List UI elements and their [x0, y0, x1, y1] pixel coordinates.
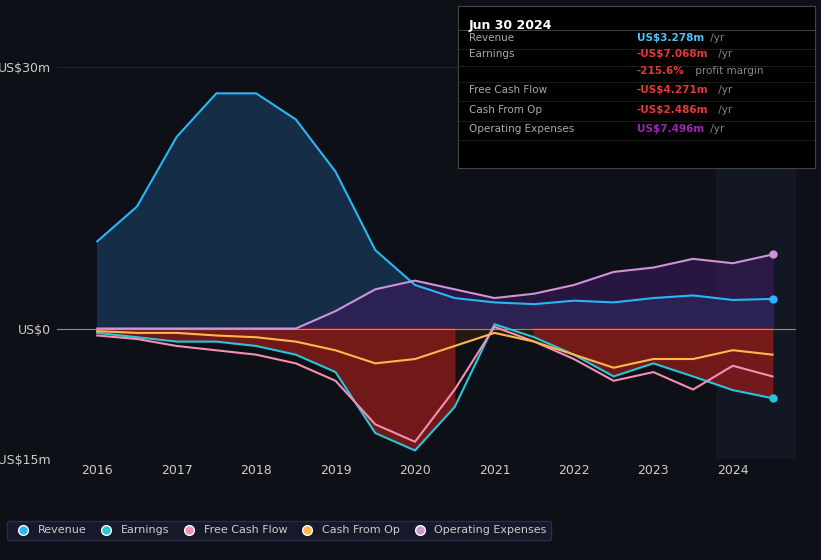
- Text: -US$2.486m: -US$2.486m: [637, 105, 709, 115]
- Text: Free Cash Flow: Free Cash Flow: [469, 85, 547, 95]
- Text: profit margin: profit margin: [691, 66, 764, 76]
- Text: /yr: /yr: [715, 49, 732, 59]
- Text: Earnings: Earnings: [469, 49, 514, 59]
- Text: /yr: /yr: [708, 124, 725, 134]
- Text: /yr: /yr: [708, 33, 725, 43]
- Text: -US$7.068m: -US$7.068m: [637, 49, 709, 59]
- Text: /yr: /yr: [715, 85, 732, 95]
- Text: -US$4.271m: -US$4.271m: [637, 85, 709, 95]
- Text: Revenue: Revenue: [469, 33, 514, 43]
- Text: US$3.278m: US$3.278m: [637, 33, 704, 43]
- Text: Operating Expenses: Operating Expenses: [469, 124, 574, 134]
- Text: /yr: /yr: [715, 105, 732, 115]
- Text: -215.6%: -215.6%: [637, 66, 685, 76]
- Text: US$7.496m: US$7.496m: [637, 124, 704, 134]
- Text: Jun 30 2024: Jun 30 2024: [469, 18, 553, 31]
- Legend: Revenue, Earnings, Free Cash Flow, Cash From Op, Operating Expenses: Revenue, Earnings, Free Cash Flow, Cash …: [7, 521, 551, 540]
- Bar: [717, 67, 796, 459]
- Text: Cash From Op: Cash From Op: [469, 105, 542, 115]
